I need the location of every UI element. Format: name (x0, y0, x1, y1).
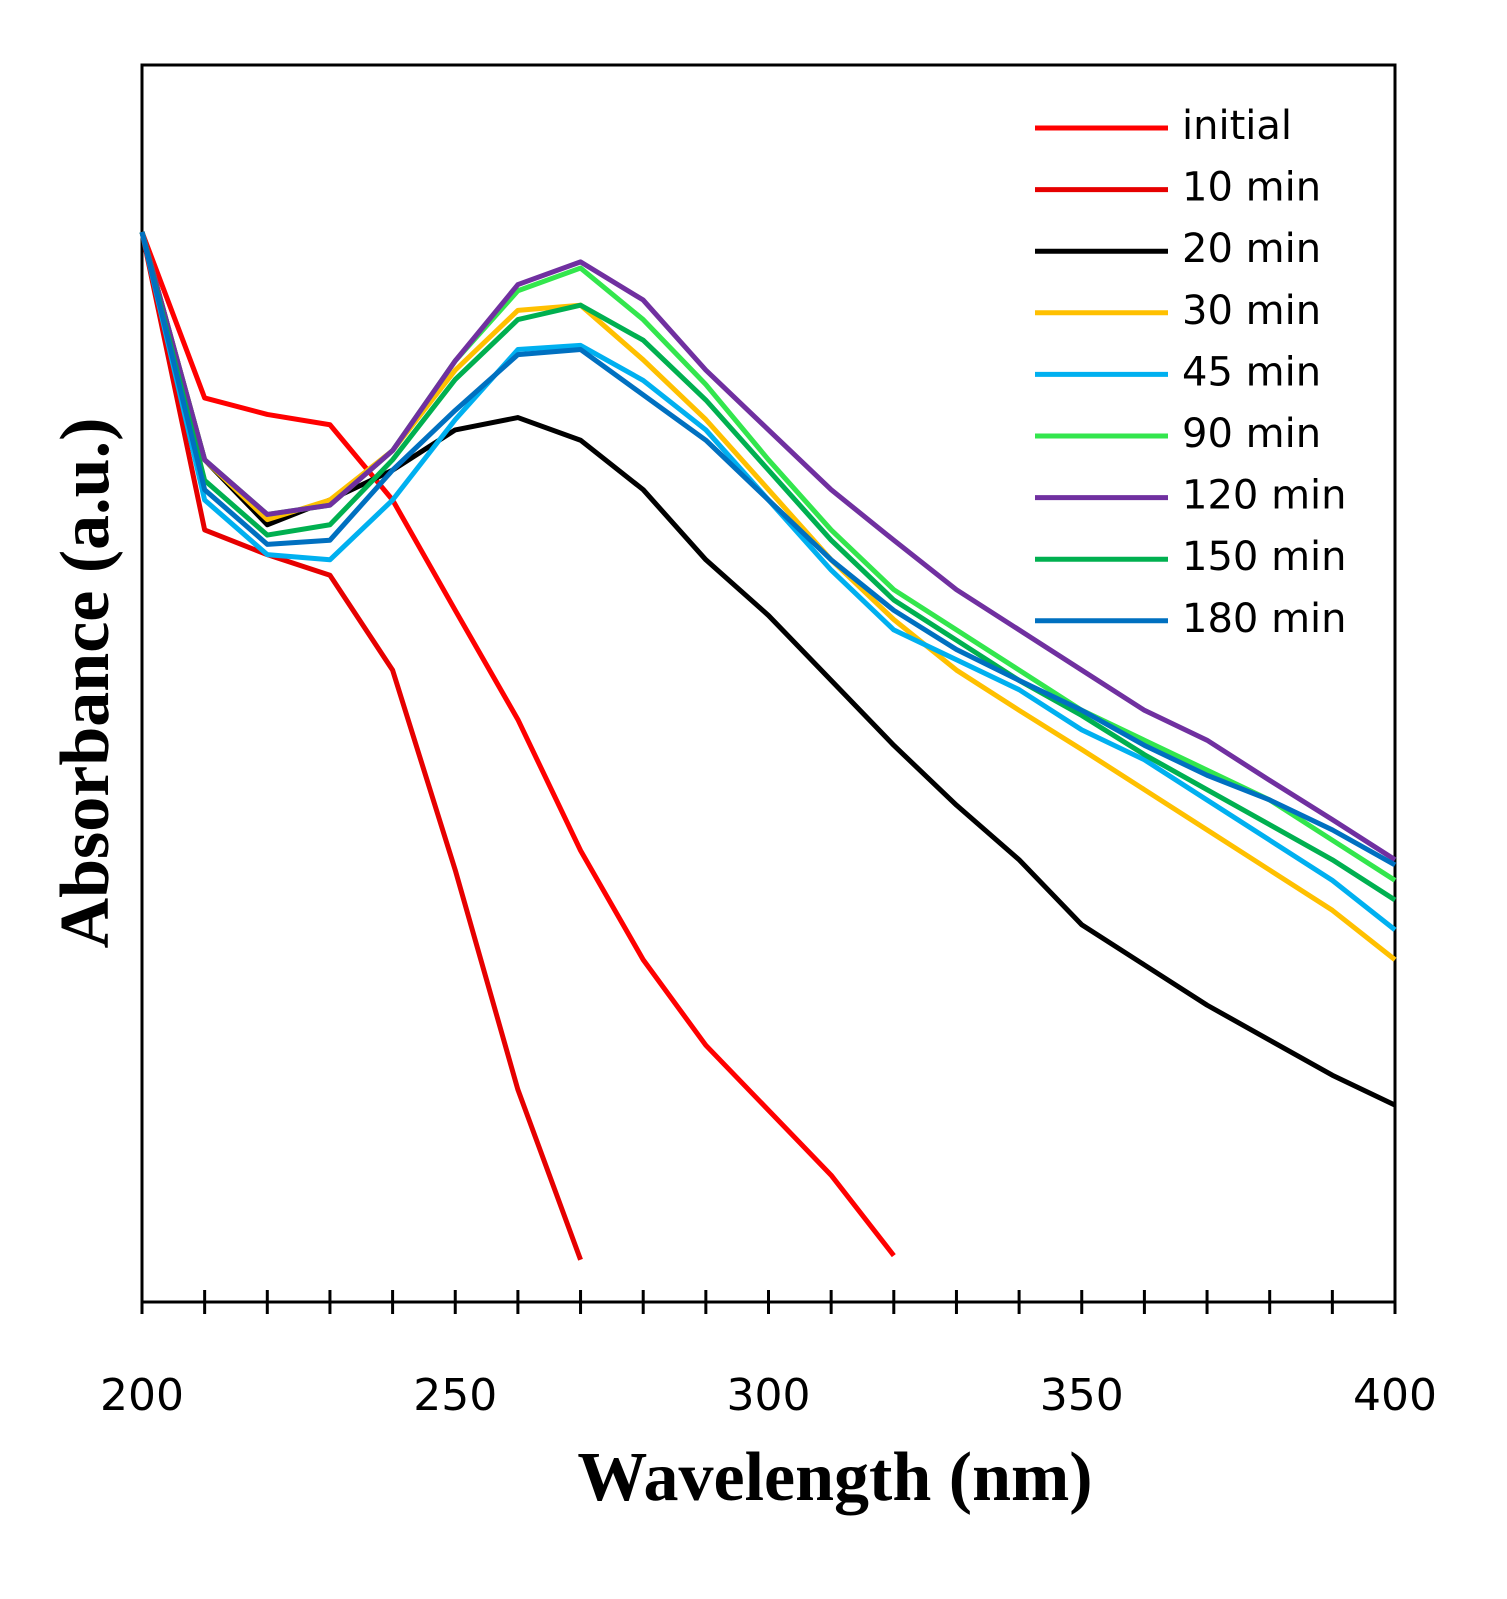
data-line (139, 231, 1397, 868)
data-line (139, 231, 1397, 932)
x-tick-label: 250 (413, 1370, 497, 1421)
data-line (139, 231, 1397, 903)
data-line (139, 231, 583, 1261)
legend-label: 10 min (1182, 165, 1321, 211)
legend-label: 30 min (1182, 288, 1321, 334)
x-tick-label: 350 (1040, 1370, 1124, 1421)
x-tick-label: 200 (100, 1370, 184, 1421)
x-tick-label: 400 (1353, 1370, 1437, 1421)
legend-label: initial (1182, 103, 1292, 149)
legend-label: 120 min (1182, 473, 1347, 519)
y-axis-label: Absorbance (a.u.) (47, 418, 124, 949)
x-axis-label: Wavelength (nm) (577, 1439, 1092, 1516)
legend-label: 90 min (1182, 411, 1321, 457)
x-tick-label: 300 (727, 1370, 811, 1421)
legend-label: 150 min (1182, 534, 1347, 580)
legend-label: 20 min (1182, 226, 1321, 272)
legend-label: 180 min (1182, 596, 1347, 642)
data-line (139, 231, 1397, 862)
data-line (139, 231, 1397, 962)
legend-label: 45 min (1182, 349, 1321, 395)
data-line (139, 231, 896, 1258)
